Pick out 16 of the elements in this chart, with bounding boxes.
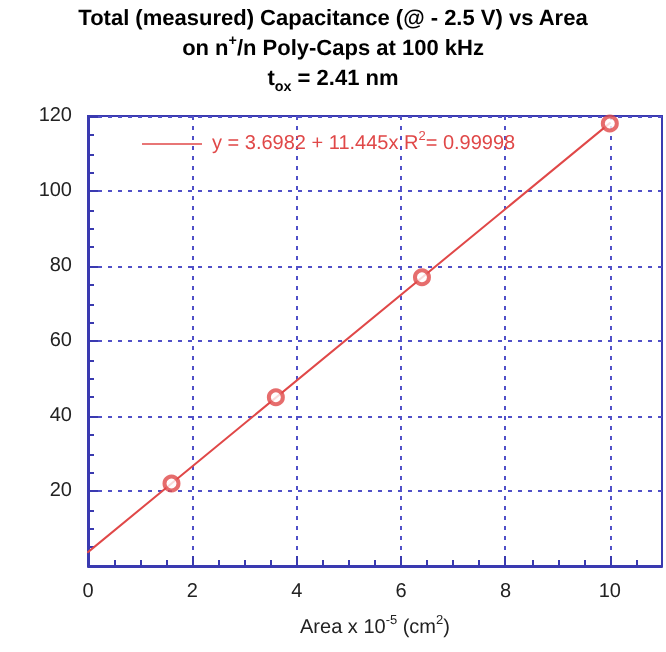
x-tick-label: 2 — [186, 581, 199, 603]
point — [162, 474, 181, 493]
point — [412, 268, 431, 287]
x-tick-label: 10 — [598, 581, 622, 603]
point — [600, 114, 619, 133]
y-tick-label: 120 — [38, 105, 73, 127]
y-tick-label: 60 — [49, 330, 73, 352]
x-tick-label: 0 — [82, 581, 95, 603]
y-tick-label: 80 — [49, 255, 73, 277]
y-tick-label: 20 — [49, 480, 73, 502]
x-tick-label: 8 — [499, 581, 512, 603]
y-tick-label: 40 — [49, 405, 73, 427]
point — [266, 388, 285, 407]
x-tick-label: 6 — [395, 581, 408, 603]
x-tick-label: 4 — [291, 581, 304, 603]
y-tick-label: 100 — [38, 180, 73, 202]
